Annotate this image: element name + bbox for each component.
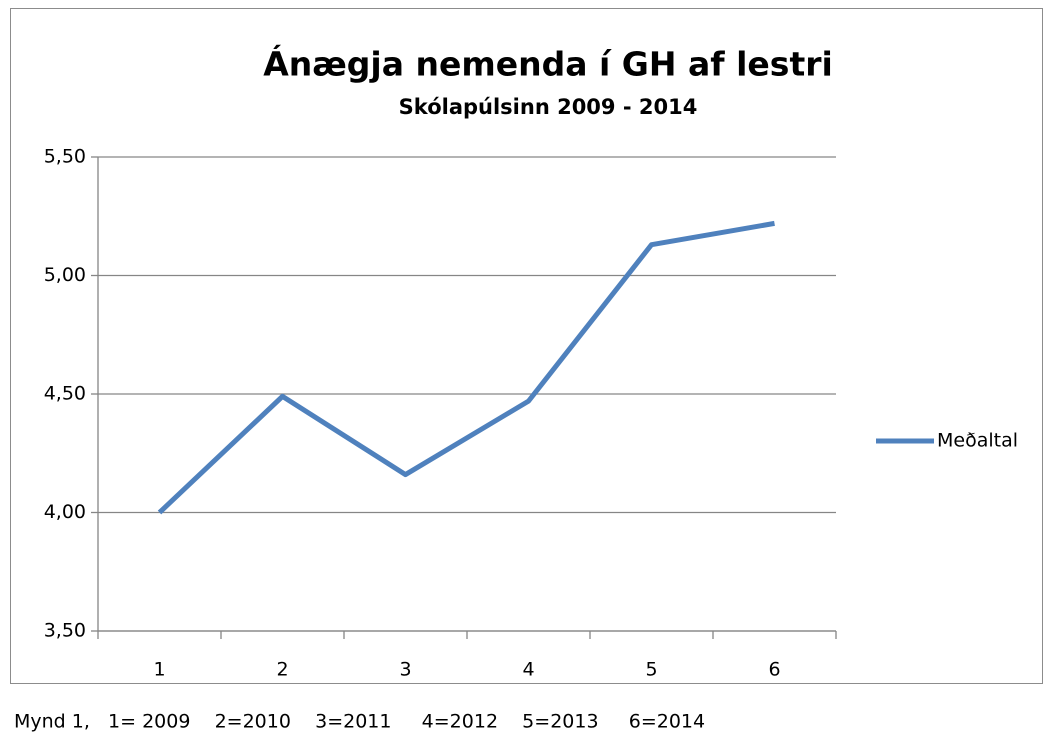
data-line: [157, 220, 775, 515]
chart-subtitle: Skólapúlsinn 2009 - 2014: [399, 95, 698, 119]
chart-title: Ánægja nemenda í GH af lestri: [263, 44, 833, 84]
x-tick-label: 3: [399, 659, 411, 681]
x-tick-label: 4: [522, 659, 534, 681]
y-tick-label: 4,50: [44, 383, 86, 405]
x-tick-label: 2: [276, 659, 288, 681]
y-tick-label: 5,00: [44, 264, 86, 286]
chart-frame: [10, 8, 1043, 684]
y-tick-label: 3,50: [44, 620, 86, 642]
y-tick-label: 4,00: [44, 501, 86, 523]
x-tick-label: 6: [768, 659, 780, 681]
x-tick-label: 5: [645, 659, 657, 681]
x-tick-label: 1: [153, 659, 165, 681]
y-tick-label: 5,50: [44, 146, 86, 168]
caption: Mynd 1, 1= 2009 2=2010 3=2011 4=2012 5=2…: [14, 711, 705, 733]
legend-label: Meðaltal: [937, 430, 1018, 452]
